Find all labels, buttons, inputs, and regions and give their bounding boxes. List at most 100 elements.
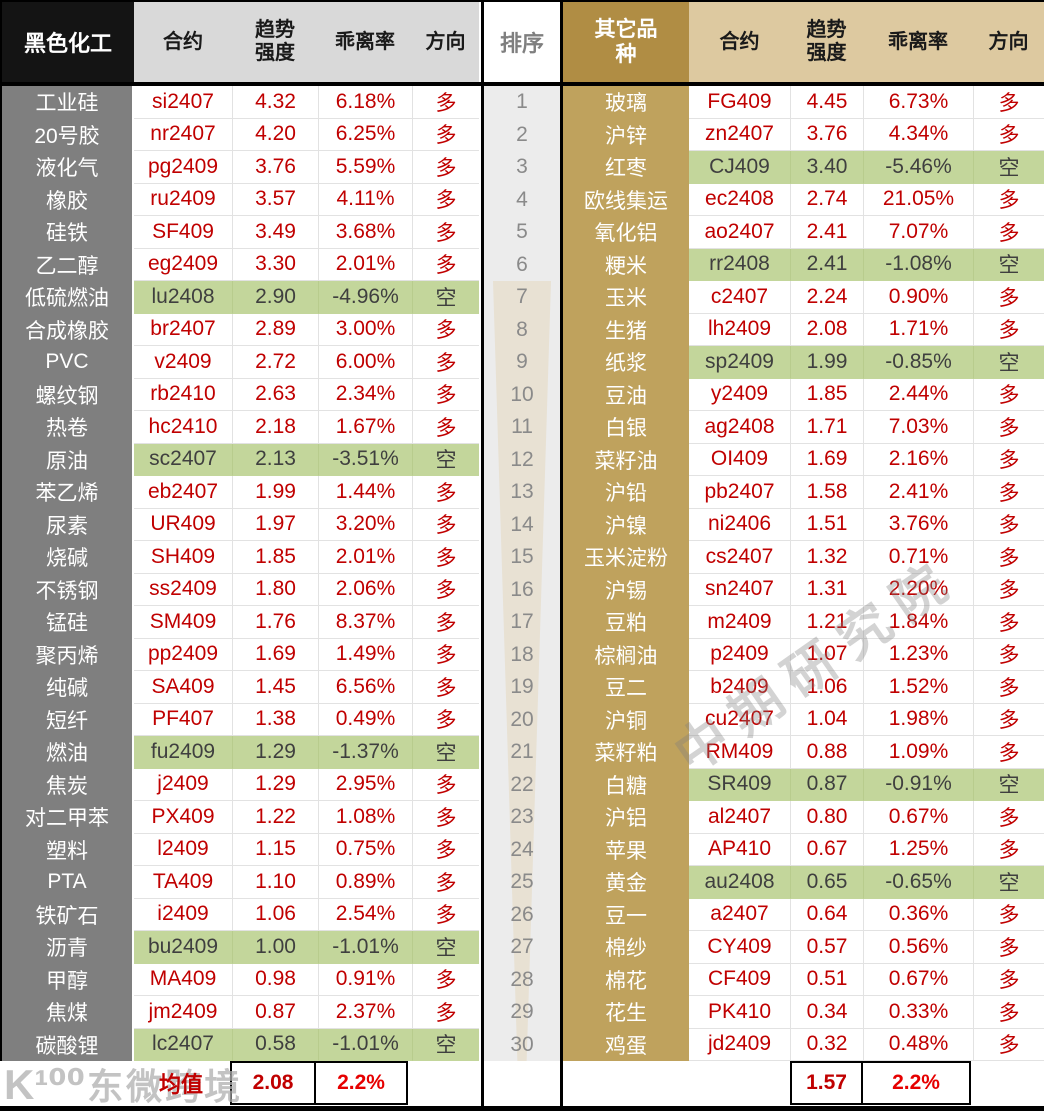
rank-number: 4 (516, 187, 528, 211)
direction-cell: 多 (412, 898, 479, 931)
deviation-cell: -0.91% (863, 768, 973, 801)
contract-cell: c2407 (689, 281, 790, 314)
deviation-cell: 3.20% (318, 508, 412, 541)
contract-cell: ru2409 (134, 183, 232, 216)
strength-cell: 3.30 (232, 248, 318, 281)
strength-cell: 4.20 (232, 118, 318, 151)
direction-cell: 多 (412, 216, 479, 249)
variety-name: 鸡蛋 (563, 1028, 689, 1061)
strength-cell: 0.34 (790, 996, 863, 1029)
direction-cell: 空 (412, 443, 479, 476)
table-row: 菜籽油 OI409 1.69 2.16% 多 (563, 443, 1044, 476)
variety-name: 红枣 (563, 151, 689, 184)
variety-name: PTA (2, 866, 134, 899)
strength-cell: 4.45 (790, 86, 863, 119)
deviation-cell: -3.51% (318, 443, 412, 476)
contract-cell: b2409 (689, 671, 790, 704)
direction-cell: 多 (412, 378, 479, 411)
table-row: 燃油 fu2409 1.29 -1.37% 空 (2, 736, 481, 769)
table-row: 塑料 l2409 1.15 0.75% 多 (2, 833, 481, 866)
direction-cell: 多 (412, 411, 479, 444)
variety-name: 玻璃 (563, 86, 689, 119)
footer-spacer (0, 1061, 132, 1105)
variety-name: 碳酸锂 (2, 1028, 134, 1061)
variety-name: 20号胶 (2, 118, 134, 151)
rank-number: 10 (510, 382, 534, 406)
table-row: 螺纹钢 rb2410 2.63 2.34% 多 (2, 378, 481, 411)
deviation-cell: 0.36% (863, 898, 973, 931)
direction-cell: 多 (973, 703, 1044, 736)
direction-cell: 多 (973, 541, 1044, 574)
table-row: 尿素 UR409 1.97 3.20% 多 (2, 508, 481, 541)
rank-number: 21 (510, 740, 534, 764)
strength-cell: 2.63 (232, 378, 318, 411)
deviation-cell: 2.41% (863, 476, 973, 509)
contract-cell: y2409 (689, 378, 790, 411)
strength-cell: 1.97 (232, 508, 318, 541)
deviation-cell: 0.89% (318, 866, 412, 899)
deviation-cell: -5.46% (863, 151, 973, 184)
variety-name: 乙二醇 (2, 248, 134, 281)
deviation-cell: 1.25% (863, 833, 973, 866)
strength-cell: 1.31 (790, 573, 863, 606)
variety-name: 沪锡 (563, 573, 689, 606)
deviation-cell: 1.67% (318, 411, 412, 444)
deviation-cell: 1.44% (318, 476, 412, 509)
left-table-footer: 均值 2.08 2.2% (0, 1061, 481, 1105)
direction-cell: 空 (412, 736, 479, 769)
table-row: 豆油 y2409 1.85 2.44% 多 (563, 378, 1044, 411)
footer-spacer (563, 1061, 689, 1105)
strength-cell: 0.67 (790, 833, 863, 866)
table-row: 豆一 a2407 0.64 0.36% 多 (563, 898, 1044, 931)
left-mean-strength: 2.08 (230, 1061, 316, 1105)
table-row: 沪铅 pb2407 1.58 2.41% 多 (563, 476, 1044, 509)
deviation-cell: 7.07% (863, 216, 973, 249)
variety-name: 沥青 (2, 931, 134, 964)
direction-cell: 多 (973, 86, 1044, 119)
variety-name: 低硫燃油 (2, 281, 134, 314)
rank-number: 1 (516, 90, 528, 114)
deviation-cell: 5.59% (318, 151, 412, 184)
variety-name: 纸浆 (563, 346, 689, 379)
direction-cell: 多 (412, 801, 479, 834)
deviation-cell: 3.76% (863, 508, 973, 541)
table-row: 黄金 au2408 0.65 -0.65% 空 (563, 866, 1044, 899)
rank-number: 2 (516, 122, 528, 146)
strength-cell: 1.99 (232, 476, 318, 509)
direction-cell: 多 (973, 118, 1044, 151)
rank-number: 7 (516, 285, 528, 309)
variety-name: 玉米 (563, 281, 689, 314)
rank-footer (481, 1061, 563, 1111)
right-header-deviation: 乖离率 (863, 2, 973, 82)
variety-name: 聚丙烯 (2, 638, 134, 671)
direction-cell: 多 (412, 833, 479, 866)
contract-cell: i2409 (134, 898, 232, 931)
table-row: 沥青 bu2409 1.00 -1.01% 空 (2, 931, 481, 964)
direction-cell: 空 (412, 281, 479, 314)
rank-number: 27 (510, 935, 534, 959)
rank-number: 16 (510, 577, 534, 601)
table-row: 焦炭 j2409 1.29 2.95% 多 (2, 768, 481, 801)
direction-cell: 多 (412, 573, 479, 606)
variety-name: 锰硅 (2, 606, 134, 639)
strength-cell: 0.64 (790, 898, 863, 931)
deviation-cell: 8.37% (318, 606, 412, 639)
deviation-cell: 1.71% (863, 313, 973, 346)
direction-cell: 多 (973, 606, 1044, 639)
rank-number: 25 (510, 870, 534, 894)
strength-cell: 2.41 (790, 216, 863, 249)
direction-cell: 多 (973, 183, 1044, 216)
direction-cell: 多 (412, 541, 479, 574)
rank-number: 23 (510, 805, 534, 829)
variety-name: 棉花 (563, 963, 689, 996)
direction-cell: 空 (412, 931, 479, 964)
contract-cell: ss2409 (134, 573, 232, 606)
contract-cell: jd2409 (689, 1028, 790, 1061)
table-row: 20号胶 nr2407 4.20 6.25% 多 (2, 118, 481, 151)
variety-name: 白银 (563, 411, 689, 444)
left-header-direction: 方向 (412, 2, 479, 82)
contract-cell: eb2407 (134, 476, 232, 509)
deviation-cell: 0.67% (863, 963, 973, 996)
table-row: 热卷 hc2410 2.18 1.67% 多 (2, 411, 481, 444)
deviation-cell: 6.00% (318, 346, 412, 379)
